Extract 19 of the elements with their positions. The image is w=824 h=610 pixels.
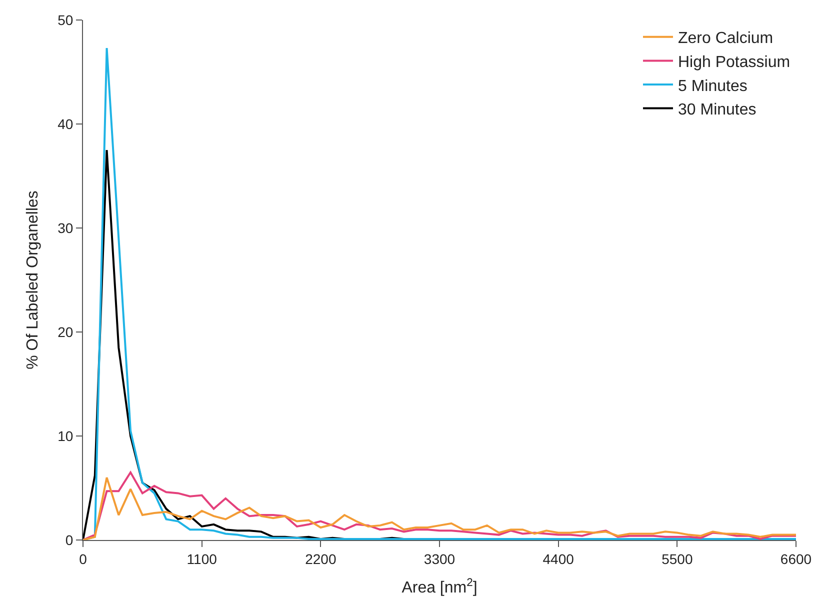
y-tick-label: 30 bbox=[58, 220, 74, 236]
x-tick-label: 2200 bbox=[305, 550, 336, 567]
x-tick-label: 3300 bbox=[424, 550, 456, 567]
x-tick-label: 0 bbox=[79, 550, 88, 567]
x-tick-label: 5500 bbox=[662, 550, 693, 567]
y-tick-label: 0 bbox=[65, 532, 74, 548]
legend-label: 5 Minutes bbox=[678, 78, 748, 95]
x-tick-label: 4400 bbox=[542, 550, 574, 567]
y-axis-title: % Of Labeled Organelles bbox=[24, 190, 42, 370]
x-tick-label: 1100 bbox=[186, 550, 218, 567]
x-axis-title: Area [nm$^{2}$] bbox=[402, 576, 478, 596]
x-tick-label: 6600 bbox=[780, 550, 812, 567]
y-tick-label: 50 bbox=[58, 12, 74, 28]
legend-label: High Potassium bbox=[678, 54, 790, 71]
legend-label: Zero Calcium bbox=[678, 30, 774, 48]
legend-label: 30 Minutes bbox=[678, 102, 756, 119]
y-tick-label: 20 bbox=[58, 324, 74, 340]
y-tick-label: 10 bbox=[58, 428, 74, 444]
y-tick-label: 40 bbox=[58, 116, 74, 132]
